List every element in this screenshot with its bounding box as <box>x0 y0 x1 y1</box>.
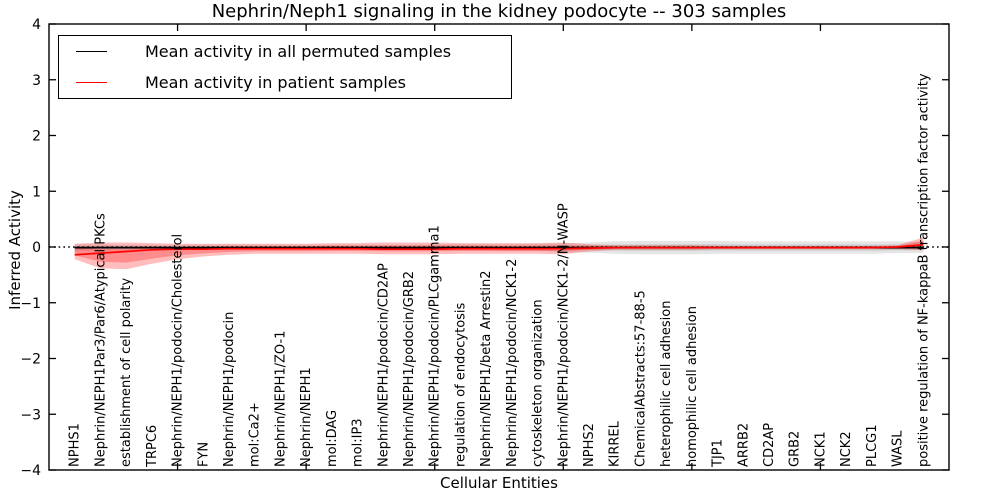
patient-mean-line <box>74 243 924 256</box>
category-label: GRB2 <box>788 431 803 467</box>
chart-title: Nephrin/Neph1 signaling in the kidney po… <box>211 1 787 22</box>
category-label: NCK2 <box>839 431 854 467</box>
category-label: KIRREL <box>608 420 623 467</box>
y-tick-label: −3 <box>20 407 41 423</box>
category-label: TJP1 <box>711 439 726 468</box>
category-label: mol:DAG <box>325 410 340 467</box>
category-label: TRPC6 <box>145 425 160 468</box>
category-label: ARRB2 <box>736 423 751 467</box>
patient-samples-band <box>74 237 924 270</box>
y-tick-label: 1 <box>32 184 41 200</box>
category-label: PLCG1 <box>865 424 880 467</box>
category-label: Nephrin/NEPH1/podocin/NCK1-2 <box>505 259 520 467</box>
category-label: mol:IP3 <box>351 418 366 467</box>
category-label: mol:Ca2+ <box>248 402 263 467</box>
legend-row-permuted: Mean activity in all permuted samples <box>59 42 511 61</box>
y-axis-label-wrap: Inferred Activity <box>0 0 32 500</box>
y-tick-label: −1 <box>20 296 41 312</box>
legend-row-patient: Mean activity in patient samples <box>59 73 511 92</box>
category-label: Nephrin/NEPH1/podocin/CD2AP <box>376 263 391 467</box>
category-label: regulation of endocytosis <box>453 302 468 467</box>
y-axis-label: Inferred Activity <box>6 190 25 310</box>
legend-label-patient: Mean activity in patient samples <box>145 73 406 92</box>
category-label: heterophilic cell adhesion <box>659 301 674 468</box>
category-label: Nephrin/NEPH1/podocin <box>222 312 237 467</box>
legend-label-permuted: Mean activity in all permuted samples <box>145 42 452 61</box>
category-label: homophilic cell adhesion <box>685 306 700 467</box>
legend-line-permuted-icon <box>76 51 107 52</box>
category-label: establishment of cell polarity <box>119 278 134 467</box>
y-tick-label: −4 <box>20 463 41 479</box>
category-label: CD2AP <box>762 423 777 467</box>
category-label: positive regulation of NF-kappaB transcr… <box>916 73 931 467</box>
y-tick-label: 0 <box>32 240 41 256</box>
category-label: ChemicalAbstracts:57-88-5 <box>633 290 648 467</box>
legend: Mean activity in all permuted samples Me… <box>58 35 512 99</box>
category-label: Nephrin/NEPH1Par3/Par6/Atypical PKCs <box>93 213 108 467</box>
category-label: NCK1 <box>813 431 828 467</box>
category-label: Nephrin/NEPH1/podocin/Cholesterol <box>171 234 186 467</box>
x-axis-label: Cellular Entities <box>440 474 558 492</box>
y-tick-label: 3 <box>32 73 41 89</box>
legend-line-patient-icon <box>76 82 107 83</box>
y-tick-label: 4 <box>32 17 41 33</box>
category-label: NPHS2 <box>582 423 597 467</box>
category-label: Nephrin/NEPH1/podocin/PLCgamma1 <box>428 225 443 467</box>
category-label: Nephrin/NEPH1/podocin/GRB2 <box>402 271 417 467</box>
category-label: cytoskeleton organization <box>531 299 546 467</box>
category-label: Nephrin/NEPH1/beta Arrestin2 <box>479 271 494 468</box>
category-label: Nephrin/NEPH1/podocin/NCK1-2/N-WASP <box>556 203 571 467</box>
category-label: WASL <box>891 430 906 467</box>
category-label: Nephrin/NEPH1/ZO-1 <box>273 331 288 467</box>
category-label: NPHS1 <box>68 423 83 467</box>
y-tick-label: 2 <box>32 129 41 145</box>
category-label: Nephrin/NEPH1 <box>299 367 314 467</box>
y-tick-label: −2 <box>20 352 41 368</box>
category-label: FYN <box>196 442 211 467</box>
